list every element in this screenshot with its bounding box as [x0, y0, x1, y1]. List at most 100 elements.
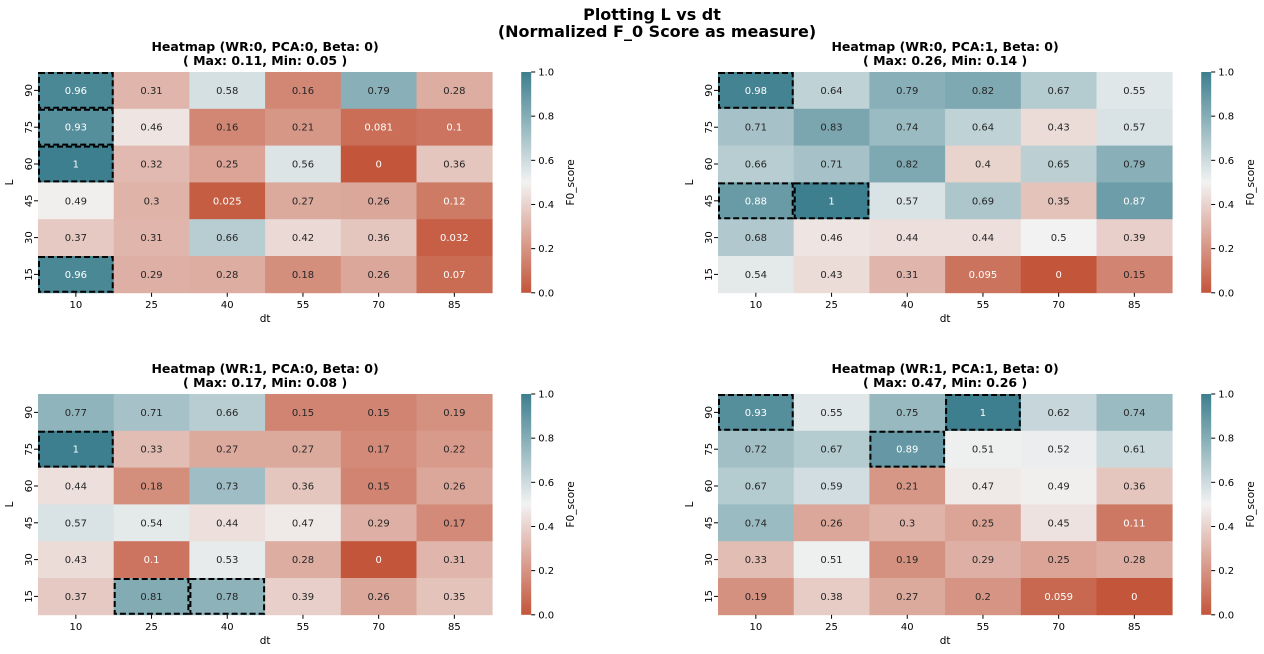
cell-value-label: 0.49 — [65, 196, 87, 207]
heatmap-cell — [869, 256, 946, 294]
heatmap-cell — [945, 504, 1022, 542]
heatmap-cell — [416, 108, 493, 146]
colorbar-tick-label: 0.0 — [538, 288, 554, 299]
y-tick-label: 45 — [24, 516, 35, 529]
heatmap-cell — [793, 578, 870, 616]
heatmap-cell — [869, 145, 946, 183]
panel-title-line1: Heatmap (WR:0, PCA:0, Beta: 0) — [151, 39, 378, 54]
heatmap-cell — [869, 430, 946, 468]
heatmap-cell — [38, 72, 115, 110]
x-tick-label: 55 — [977, 622, 990, 633]
cell-value-label: 0.46 — [820, 233, 842, 244]
cell-value-label: 0.29 — [972, 555, 994, 566]
cell-value-label: 0.27 — [292, 445, 314, 456]
cell-value-label: 1 — [828, 196, 834, 207]
heatmap-cell — [869, 467, 946, 505]
cell-value-label: 0.77 — [65, 408, 87, 419]
heatmap-cell — [869, 541, 946, 579]
colorbar-tick-label: 0.2 — [1218, 566, 1234, 577]
x-tick-label: 40 — [901, 300, 914, 311]
heatmap-cell — [718, 182, 795, 220]
y-axis-label: L — [4, 179, 16, 185]
heatmap-cell — [793, 430, 870, 468]
cell-value-label: 0.74 — [1123, 408, 1145, 419]
cell-value-label: 0.18 — [292, 270, 314, 281]
cell-value-label: 0.15 — [292, 408, 314, 419]
x-axis-label: dt — [260, 635, 271, 647]
heatmap-cell — [1020, 578, 1097, 616]
cell-value-label: 0.51 — [820, 555, 842, 566]
heatmap-cell — [340, 394, 417, 432]
heatmap-cell — [113, 182, 190, 220]
heatmap-cell — [340, 578, 417, 616]
heatmap-panel-1: Heatmap (WR:0, PCA:0, Beta: 0)( Max: 0.1… — [4, 39, 577, 325]
colorbar-tick-label: 0.8 — [1218, 434, 1234, 445]
cell-value-label: 0.21 — [292, 123, 314, 134]
cell-value-label: 0.28 — [216, 270, 238, 281]
y-tick-label: 75 — [704, 443, 715, 456]
cell-value-label: 0.71 — [140, 408, 162, 419]
cell-value-label: 0.79 — [368, 86, 390, 97]
cell-value-label: 0.19 — [443, 408, 465, 419]
cell-value-label: 0.1 — [446, 123, 462, 134]
cell-value-label: 0.36 — [368, 233, 390, 244]
colorbar — [521, 72, 532, 293]
cell-value-label: 0.98 — [745, 86, 767, 97]
colorbar-tick-label: 1.0 — [538, 68, 554, 79]
heatmap-cell — [718, 219, 795, 257]
panel-title-line1: Heatmap (WR:0, PCA:1, Beta: 0) — [831, 39, 1058, 54]
colorbar-tick-label: 0.8 — [1218, 112, 1234, 123]
heatmap-cell — [38, 219, 115, 257]
heatmap-cell — [340, 219, 417, 257]
x-tick-label: 25 — [825, 300, 838, 311]
cell-value-label: 0.1 — [144, 555, 160, 566]
heatmap-cell — [38, 394, 115, 432]
heatmap-cell — [340, 72, 417, 110]
cell-value-label: 0.81 — [140, 592, 162, 603]
cell-value-label: 0.059 — [1044, 592, 1073, 603]
cell-value-label: 0.31 — [896, 270, 918, 281]
x-tick-label: 10 — [69, 622, 82, 633]
cell-value-label: 0.56 — [292, 160, 314, 171]
cell-value-label: 0.26 — [368, 270, 390, 281]
cell-value-label: 0.44 — [896, 233, 918, 244]
cell-value-label: 0.35 — [1048, 196, 1070, 207]
y-tick-label: 90 — [24, 84, 35, 97]
heatmap-cell — [1096, 72, 1173, 110]
heatmap-cell — [38, 108, 115, 146]
x-tick-label: 85 — [1128, 300, 1141, 311]
cell-value-label: 0.25 — [972, 518, 994, 529]
cell-value-label: 0.26 — [368, 592, 390, 603]
cell-value-label: 0.71 — [745, 123, 767, 134]
y-axis-label: L — [4, 501, 16, 507]
cell-value-label: 0.74 — [896, 123, 918, 134]
colorbar-tick-label: 0.4 — [538, 522, 554, 533]
panel-title-line2: ( Max: 0.11, Min: 0.05 ) — [183, 53, 347, 68]
cell-value-label: 0.49 — [1048, 482, 1070, 493]
cell-value-label: 0.025 — [213, 196, 242, 207]
cell-value-label: 0.87 — [1123, 196, 1145, 207]
highlighted-cell-border — [38, 145, 114, 183]
heatmap-cell — [1020, 430, 1097, 468]
x-tick-label: 40 — [901, 622, 914, 633]
colorbar-tick-label: 0.8 — [538, 112, 554, 123]
cell-value-label: 0.54 — [745, 270, 767, 281]
heatmap-cell — [718, 72, 795, 110]
heatmap-cell — [113, 219, 190, 257]
heatmap-cell — [945, 182, 1022, 220]
y-tick-label: 15 — [704, 268, 715, 281]
cell-value-label: 0.88 — [745, 196, 767, 207]
cell-value-label: 0.26 — [368, 196, 390, 207]
highlighted-cell-border — [718, 72, 794, 109]
heatmap-cell — [945, 541, 1022, 579]
x-tick-label: 70 — [372, 300, 385, 311]
heatmap-cell — [113, 72, 190, 110]
x-tick-label: 25 — [145, 300, 158, 311]
colorbar — [1201, 394, 1212, 615]
cell-value-label: 0.15 — [368, 408, 390, 419]
heatmap-cell — [189, 182, 266, 220]
heatmap-cell — [265, 72, 342, 110]
highlighted-cell-border — [718, 394, 794, 431]
cell-value-label: 0.37 — [65, 592, 87, 603]
y-tick-label: 30 — [704, 553, 715, 566]
